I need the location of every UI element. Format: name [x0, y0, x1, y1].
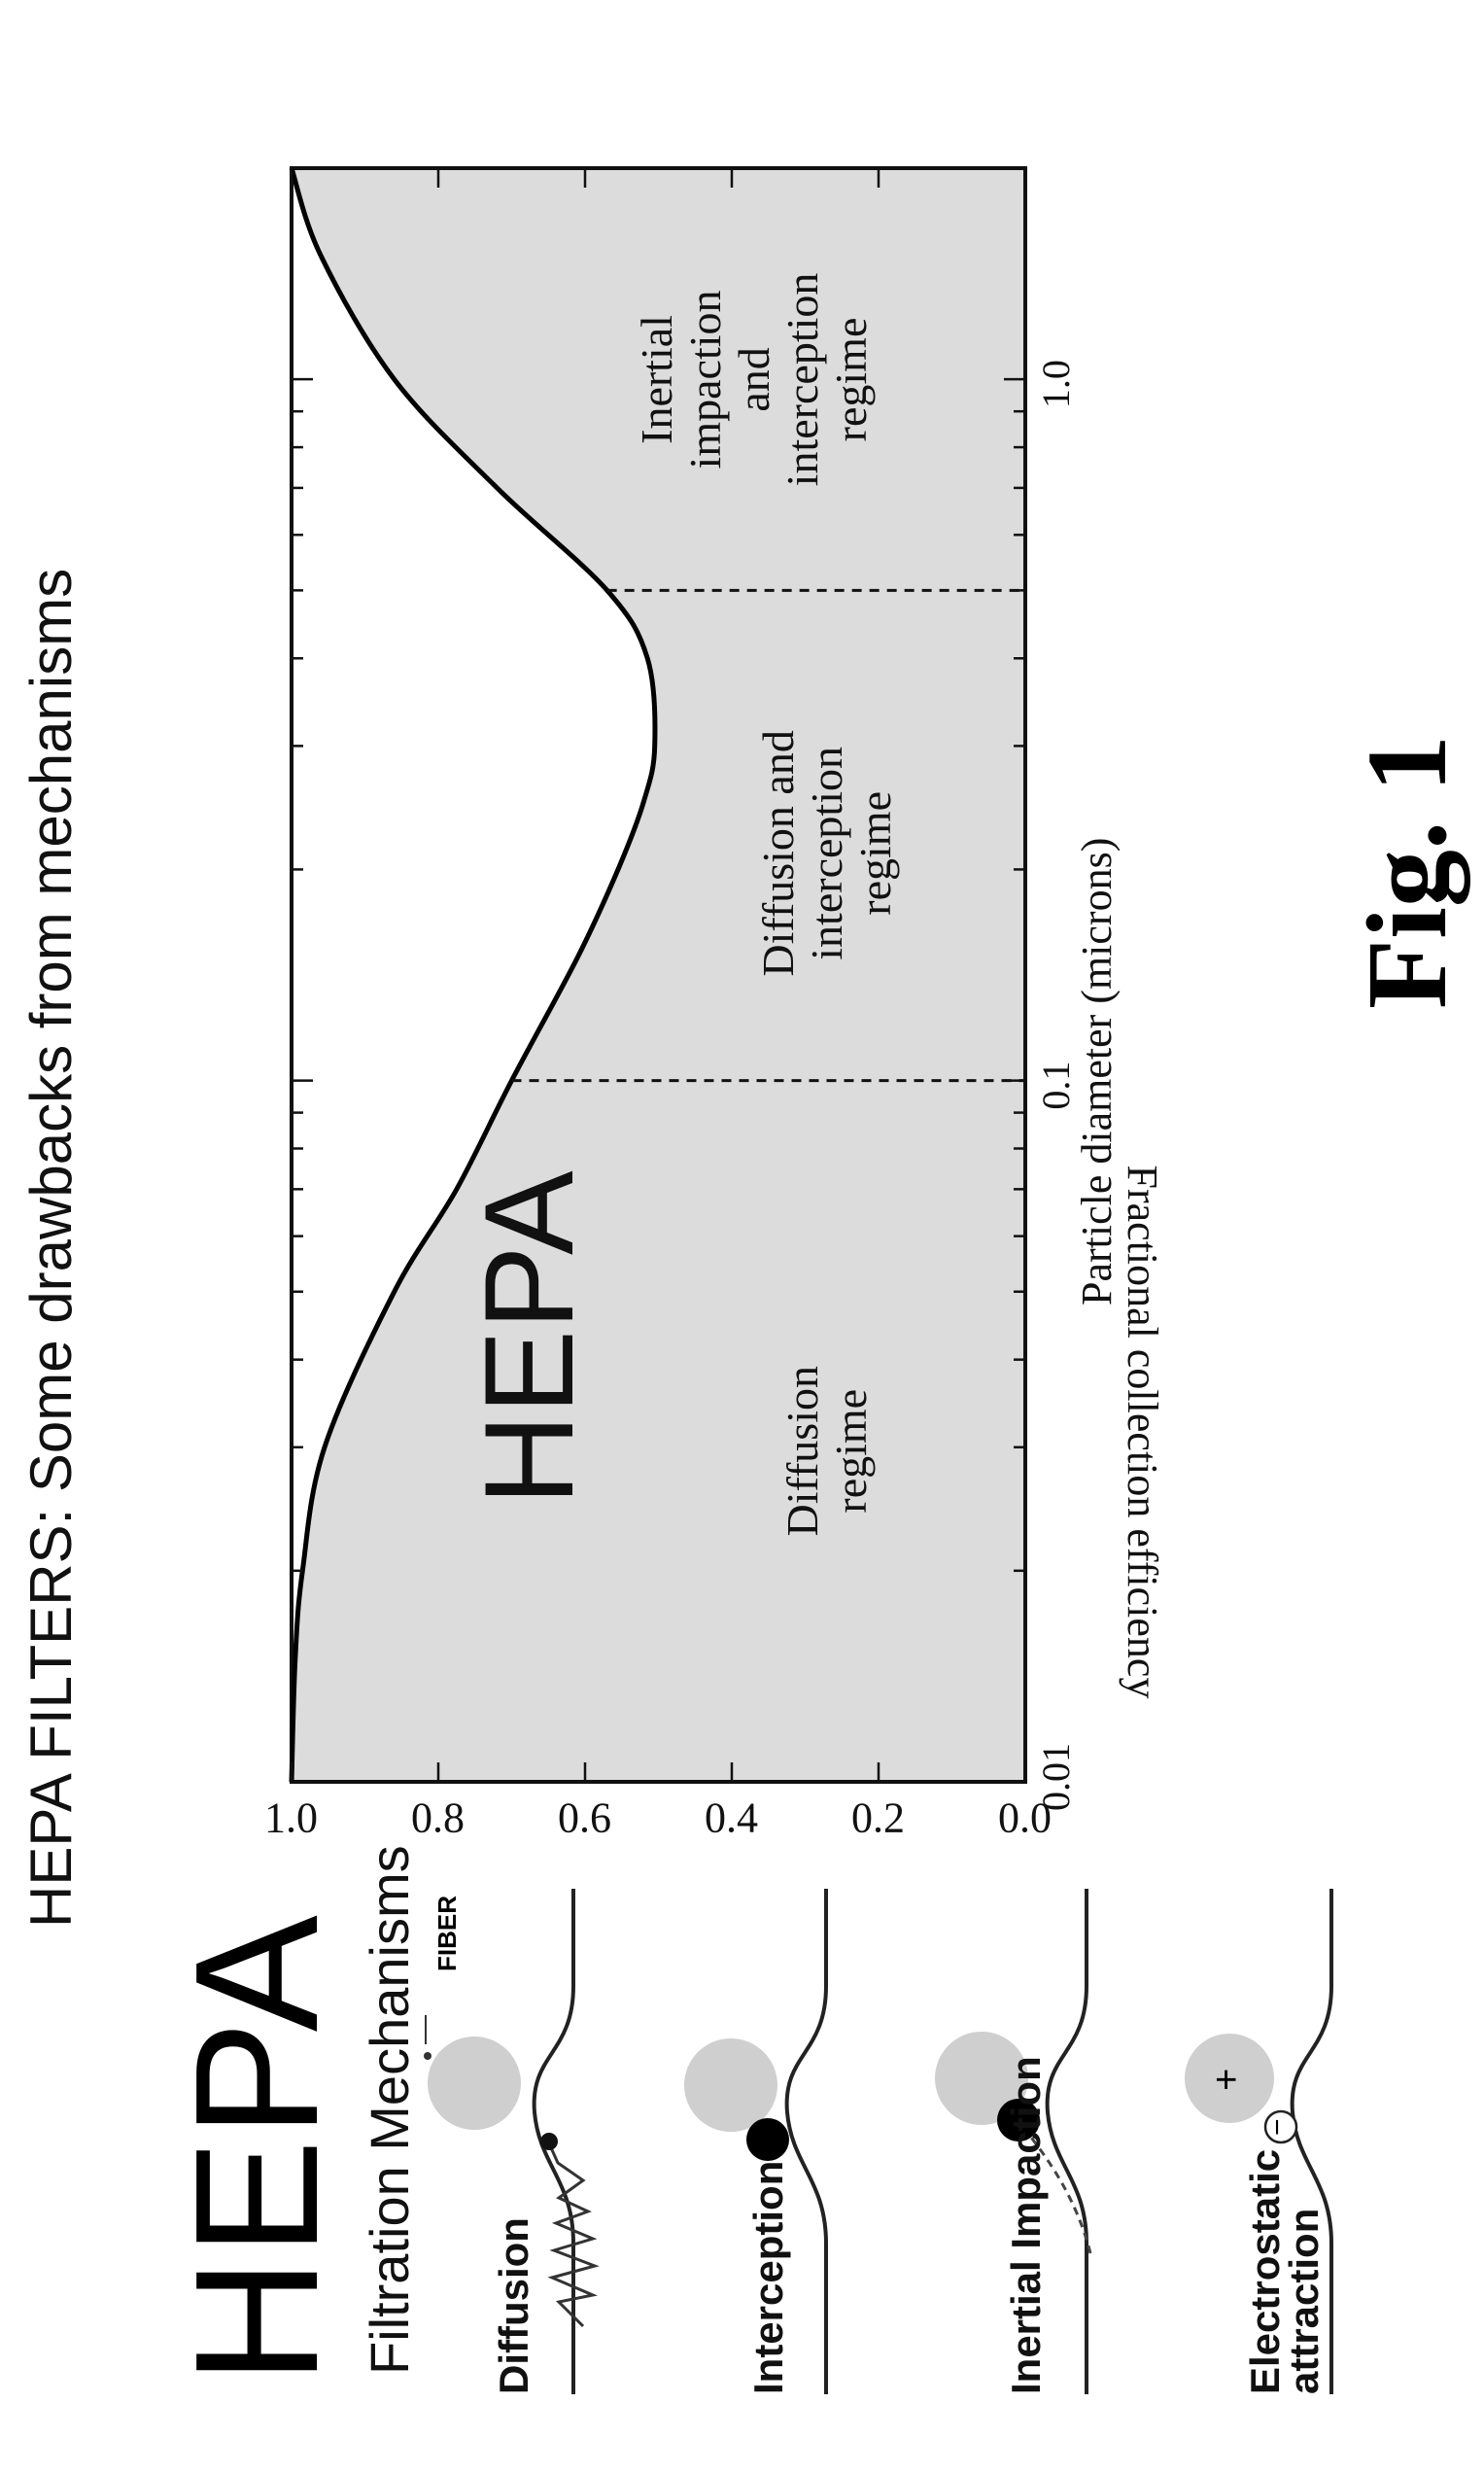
- charge-ring: [1263, 2109, 1298, 2144]
- regime-label-line: Diffusion: [777, 1366, 828, 1537]
- particle-icon: [997, 2099, 1040, 2141]
- regime-label-line: and: [728, 347, 778, 412]
- particle-icon: [746, 2118, 789, 2161]
- inertial-impaction-label: Inertial Impaction: [1003, 2056, 1049, 2394]
- diffusion-label: Diffusion: [491, 2217, 536, 2394]
- particle-icon: [424, 2052, 431, 2060]
- regime-label-line: Diffusion and: [753, 730, 804, 977]
- electrostatic-label-line: Electrostatic: [1242, 2148, 1288, 2394]
- regime-label-line: regime: [850, 791, 901, 916]
- fiber-line: [784, 1889, 828, 2394]
- regime-label: Diffusion regime: [777, 1366, 877, 1537]
- diffusion-row: [424, 1889, 600, 2394]
- impaction-row: [935, 1889, 1092, 2394]
- fiber-label: FIBER: [432, 1896, 462, 1971]
- fiber-line: [1045, 1889, 1088, 2394]
- regime-label-line: Inertial: [631, 315, 681, 444]
- y-tick-label: 0.6: [558, 1793, 611, 1842]
- y-tick-label: 0.2: [851, 1793, 905, 1842]
- regime-label-line: interception: [777, 272, 827, 487]
- y-axis-label: Fractional collection efficiency: [1119, 1165, 1166, 1699]
- fiber-cross-section: [684, 2038, 777, 2132]
- regime-label-line: regime: [825, 317, 876, 442]
- minus-charge-icon: −: [1261, 2118, 1294, 2136]
- y-tick-label: 0.4: [705, 1793, 758, 1842]
- efficiency-chart: [289, 166, 1027, 1784]
- regime-label-line: impaction: [679, 290, 730, 470]
- interception-label: Interception: [745, 2160, 791, 2394]
- efficiency-curve: [289, 167, 658, 1783]
- fiber-cross-section: [935, 2032, 1028, 2125]
- y-tick-label: 0.0: [998, 1793, 1052, 1842]
- fiber-line: [1290, 1889, 1333, 2394]
- interception-row: [684, 1889, 828, 2394]
- plus-charge-icon: +: [1205, 2068, 1248, 2091]
- efficiency-area: [292, 168, 1025, 1782]
- electrostatic-label-line: attraction: [1281, 2208, 1327, 2394]
- fiber-cross-section: [428, 2037, 521, 2130]
- regime-label-line: interception: [802, 747, 852, 960]
- particle-icon: [540, 2133, 558, 2150]
- electrostatic-row: [1185, 1889, 1333, 2394]
- y-tick-label: 0.8: [411, 1793, 465, 1842]
- chart-plot-area: [290, 166, 1027, 1784]
- trajectory-line: [1026, 2133, 1092, 2254]
- fiber-cross-section: [1185, 2034, 1274, 2123]
- x-axis-label: Particle diameter (microns): [1073, 837, 1121, 1306]
- brownian-path-icon: [547, 2142, 600, 2328]
- electrostatic-attraction-label: Electrostatic attraction: [1242, 2148, 1327, 2394]
- x-tick-label: 1.0: [1034, 360, 1078, 409]
- figure-label: Fig. 1: [1343, 735, 1470, 1009]
- chart-hepa-label: HEPA: [458, 1170, 601, 1506]
- regime-label-line: regime: [826, 1388, 877, 1514]
- y-tick-label: 1.0: [264, 1793, 318, 1842]
- regime-label: Inertial impaction and interception regime: [631, 272, 876, 487]
- regime-label: Diffusion and interception regime: [753, 730, 901, 977]
